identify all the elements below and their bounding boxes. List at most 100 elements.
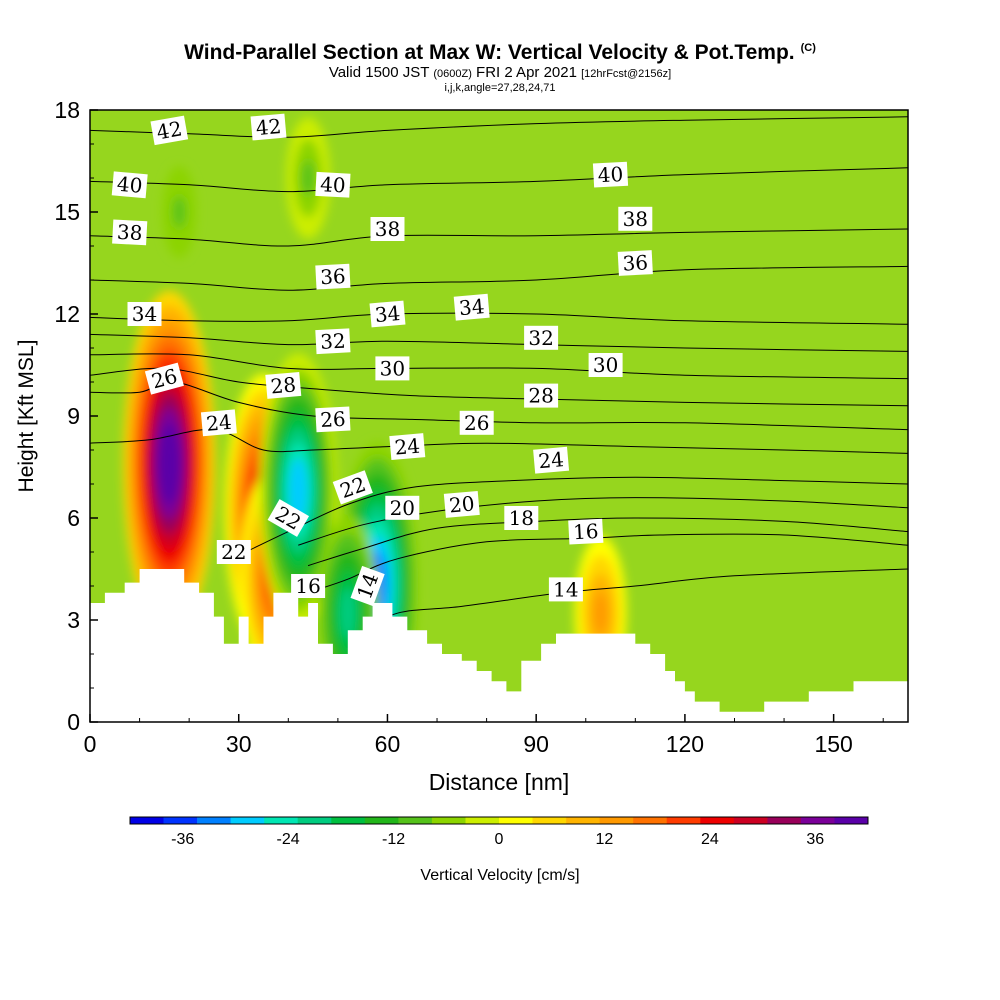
contour-label-group-3: 40	[315, 171, 351, 198]
colorbar-cell-4	[264, 817, 299, 824]
contour-label-group-24: 24	[533, 446, 570, 474]
y-axis-label: Height [Kft MSL]	[15, 340, 38, 493]
contour-label-bg-13	[315, 328, 351, 355]
downdraft-8-level-1	[173, 195, 186, 229]
grid-indices: i,j,k,angle=27,28,24,71	[444, 82, 556, 94]
contour-label-group-2: 40	[111, 171, 148, 199]
contour-labels: 42 42 40 40 40 38 38 38 36 36 34 34 34 32 32 30 30 28 28 26…	[111, 113, 653, 607]
contour-label-16: 16	[572, 519, 599, 544]
contour-label-group-4: 40	[592, 161, 629, 188]
isentrope-40	[90, 167, 908, 193]
colorbar-cell-11	[499, 817, 533, 824]
isentrope-38	[90, 228, 908, 247]
contour-label-24: 24	[205, 410, 232, 436]
contour-label-group-22: 24	[200, 409, 237, 437]
contour-label-bg-30	[504, 506, 539, 530]
isentrope-20	[298, 497, 908, 546]
colorbar-cell-7	[364, 817, 399, 824]
isentrope-28	[90, 367, 908, 407]
contour-label-42: 42	[155, 116, 184, 144]
contour-label-42: 42	[255, 114, 282, 140]
colorbar: -36 -24 -12 0 12 24 36 Vertical Velocity [cm/s…	[129, 816, 869, 884]
x-axis: 0 30 60 90 120 150	[84, 714, 884, 757]
chart-title: Wind-Parallel Section at Max W: Vertical…	[184, 41, 816, 64]
contour-label-22: 22	[221, 540, 246, 564]
isentrope-18	[307, 517, 908, 567]
contour-label-bg-0	[150, 115, 189, 146]
isentrope-42	[90, 116, 908, 138]
colorbar-cell-13	[566, 817, 600, 824]
y-tick-label-12: 12	[54, 301, 80, 327]
velocity-field	[123, 117, 627, 722]
contour-label-bg-8	[315, 263, 351, 290]
contour-label-bg-22	[200, 409, 237, 437]
contour-label-bg-4	[592, 161, 629, 188]
updraft-3-level-3	[593, 592, 608, 635]
contour-label-28: 28	[528, 384, 553, 408]
y-tick-label-9: 9	[67, 403, 80, 429]
valid-time: Valid 1500 JST (0600Z) FRI 2 Apr 2021 [1…	[328, 64, 672, 81]
contour-label-36: 36	[320, 264, 347, 289]
contour-label-26: 26	[464, 411, 489, 435]
colorbar-tick--12: -12	[382, 831, 405, 848]
terrain	[90, 569, 908, 722]
contour-label-32: 32	[320, 329, 347, 354]
contour-label-38: 38	[116, 220, 143, 245]
colorbar-cell-14	[599, 817, 634, 824]
contour-label-group-18: 28	[524, 383, 559, 408]
contour-label-group-29: 20	[443, 490, 480, 518]
contour-label-group-15: 30	[375, 356, 410, 381]
contour-label-bg-31	[291, 574, 326, 598]
colorbar-tick-24: 24	[701, 831, 719, 848]
colorbar-tick-36: 36	[806, 831, 824, 848]
contour-label-bg-1	[250, 113, 287, 141]
contour-label-bg-5	[112, 219, 148, 246]
contour-label-40: 40	[320, 172, 347, 197]
contour-label-bg-9	[617, 250, 653, 276]
contour-label-group-8: 36	[315, 263, 351, 290]
colorbar-cell-17	[700, 817, 735, 824]
contour-label-group-17: 28	[265, 371, 302, 399]
colorbar-cell-19	[767, 817, 802, 824]
contour-label-30: 30	[593, 353, 618, 377]
colorbar-cell-6	[331, 817, 366, 824]
contour-label-group-23: 24	[389, 433, 426, 461]
y-tick-label-15: 15	[54, 199, 80, 225]
contour-label-14: 14	[553, 577, 578, 601]
contour-label-group-13: 32	[315, 328, 351, 355]
contour-label-group-6: 38	[370, 217, 405, 241]
contour-label-bg-25	[216, 540, 251, 564]
contour-label-bg-29	[443, 490, 480, 518]
colorbar-frame	[129, 816, 869, 825]
contour-label-bg-6	[370, 217, 405, 241]
contour-label-group-25: 22	[216, 540, 251, 564]
contour-label-bg-15	[375, 356, 410, 381]
contour-label-34: 34	[374, 301, 401, 327]
contour-label-group-11: 34	[369, 300, 406, 328]
contour-label-bg-2	[111, 171, 148, 199]
contour-label-32: 32	[528, 326, 553, 350]
x-tick-label-0: 0	[84, 731, 97, 757]
colorbar-cell-18	[733, 817, 768, 824]
contour-label-group-1: 42	[250, 113, 287, 141]
contour-label-28: 28	[270, 372, 297, 398]
contour-label-bg-3	[315, 171, 351, 198]
downdraft-7-level-2	[301, 160, 315, 196]
contour-label-18: 18	[509, 506, 534, 530]
x-tick-label-90: 90	[523, 731, 549, 757]
contour-label-bg-18	[524, 383, 559, 408]
colorbar-cell-15	[633, 817, 668, 824]
contour-label-bg-27	[332, 470, 373, 505]
contour-label-24: 24	[394, 434, 421, 460]
contour-label-bg-23	[389, 433, 426, 461]
colorbar-cell-20	[800, 817, 835, 824]
contour-label-group-27: 22	[332, 470, 373, 505]
downdraft-6-level-4	[339, 587, 356, 639]
contour-label-group-19: 26	[144, 362, 184, 395]
contour-label-group-34: 14	[548, 577, 583, 602]
y-axis: 0 3 6 9 12 15 18	[54, 97, 98, 735]
contour-label-group-16: 30	[588, 353, 623, 377]
y-tick-label-3: 3	[67, 607, 80, 633]
